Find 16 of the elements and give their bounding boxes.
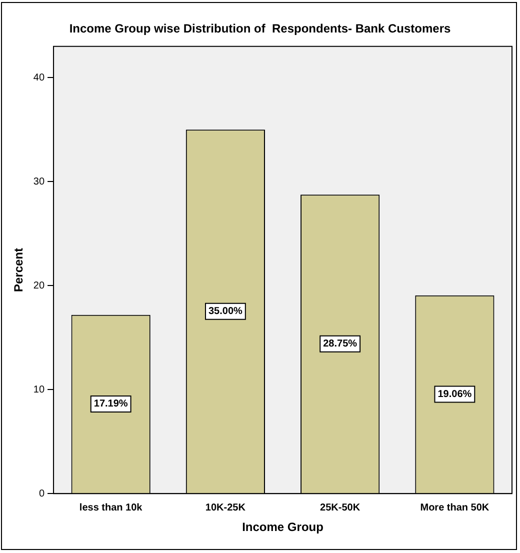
y-tick-label: 10 xyxy=(33,384,45,396)
y-axis-title: Percent xyxy=(12,248,26,292)
x-axis-title: Income Group xyxy=(242,520,324,534)
chart-title: Income Group wise Distribution of Respondents- Bank Customers xyxy=(69,22,452,36)
y-tick-label: 20 xyxy=(33,280,45,292)
x-tick-label: less than 10k xyxy=(79,502,143,514)
y-tick-label: 0 xyxy=(38,488,45,500)
data-label: 17.19% xyxy=(94,398,128,410)
y-tick-label: 40 xyxy=(33,72,45,84)
x-tick-label: 10K-25K xyxy=(205,502,246,514)
data-label: 19.06% xyxy=(438,388,472,400)
y-tick-label: 30 xyxy=(33,176,45,188)
data-label: 35.00% xyxy=(208,306,243,318)
data-label: 28.75% xyxy=(323,338,358,350)
x-tick-label: More than 50K xyxy=(420,502,490,514)
x-tick-label: 25K-50K xyxy=(320,502,361,514)
